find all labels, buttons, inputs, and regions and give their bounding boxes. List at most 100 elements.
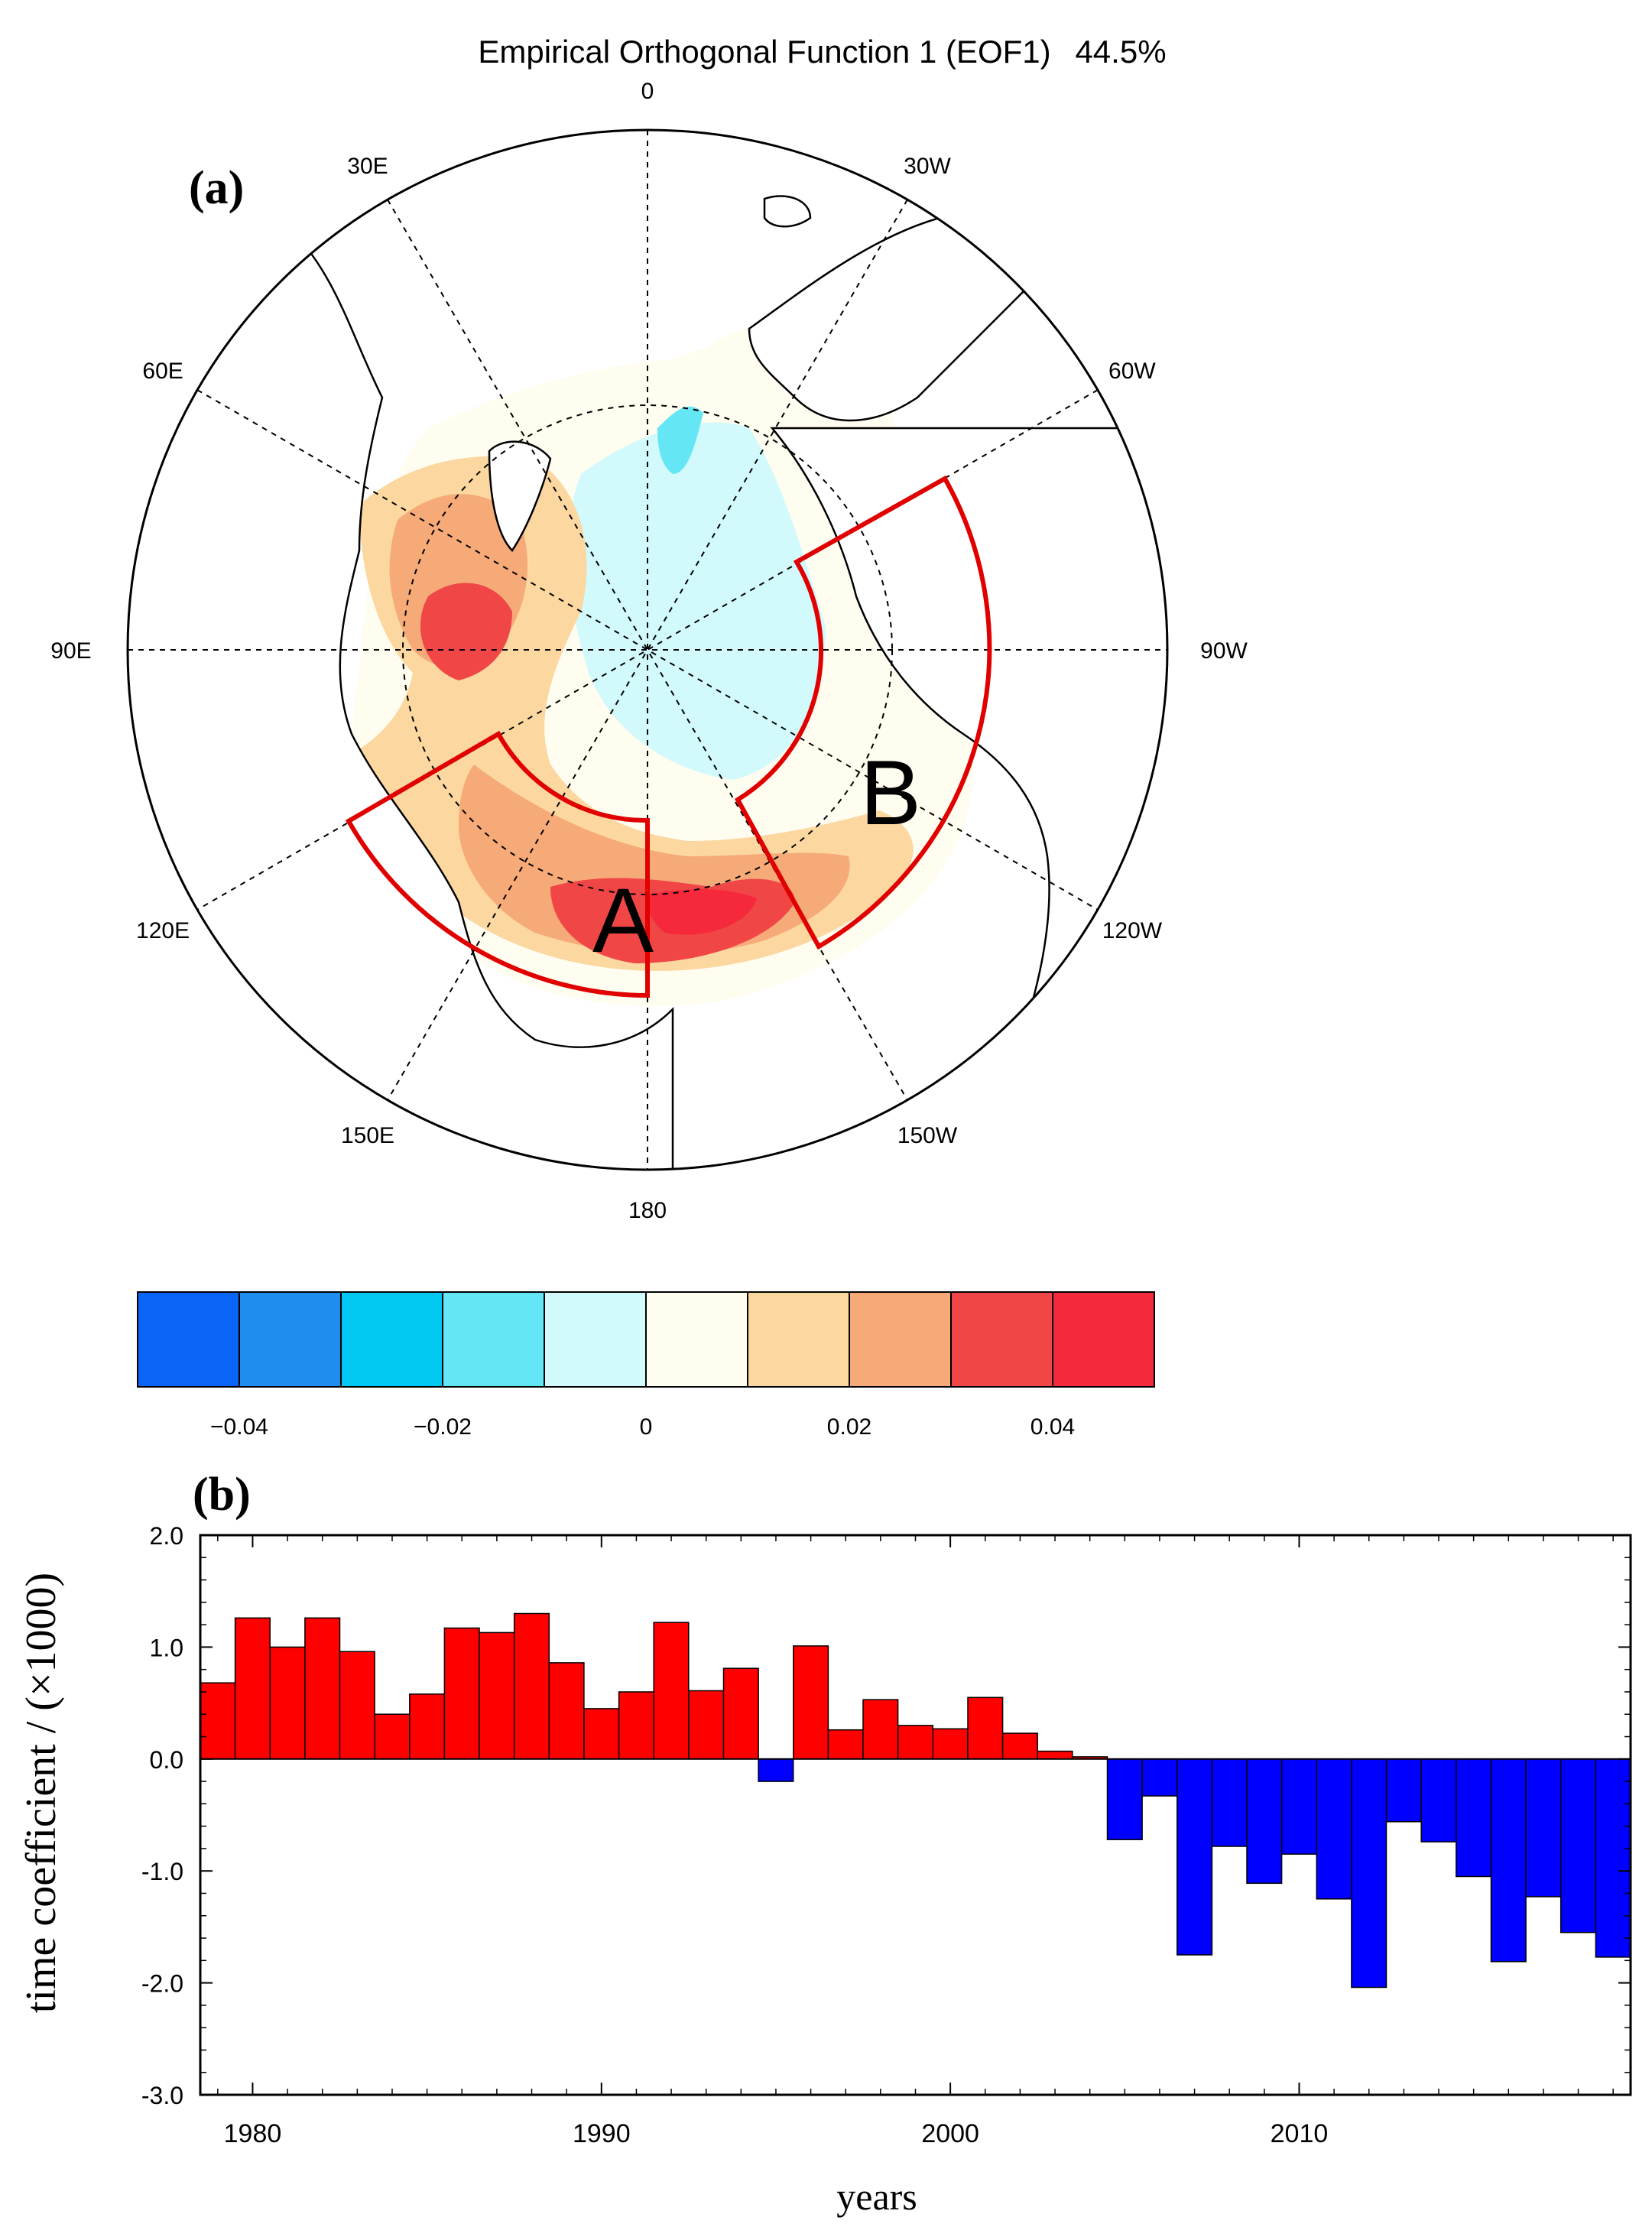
bar-2003 bbox=[1037, 1750, 1073, 1760]
y-tick-label: -1.0 bbox=[141, 1858, 183, 1885]
longitude-labels: 0 30W 60W 90W 120W 150W 180 150E 120E 90E 60E 30E bbox=[50, 79, 1248, 1223]
bar-1980 bbox=[234, 1617, 271, 1760]
bar-1990 bbox=[583, 1708, 620, 1760]
bar-2010 bbox=[1280, 1758, 1318, 1855]
x-tick-label: 1980 bbox=[224, 2119, 282, 2148]
meridian-60w-120e bbox=[196, 389, 1099, 911]
region-labels: AB bbox=[592, 742, 921, 972]
bar-1987 bbox=[479, 1631, 515, 1760]
bar-1992 bbox=[653, 1622, 690, 1760]
bar-2014 bbox=[1420, 1758, 1457, 1843]
bar-2000 bbox=[932, 1728, 969, 1760]
bar-2008 bbox=[1211, 1758, 1248, 1847]
colorbar-box bbox=[645, 1291, 748, 1388]
shading-cyan bbox=[657, 406, 703, 474]
bar-2009 bbox=[1246, 1758, 1283, 1885]
bar-1996 bbox=[793, 1645, 829, 1760]
lon-label-0: 0 bbox=[641, 79, 654, 104]
bar-1989 bbox=[548, 1662, 585, 1760]
bar-2015 bbox=[1456, 1758, 1492, 1878]
colorbar-box bbox=[442, 1291, 545, 1388]
lon-label-90e: 90E bbox=[50, 638, 91, 664]
bar-1983 bbox=[339, 1651, 375, 1760]
lon-label-150e: 150E bbox=[341, 1123, 394, 1148]
colorbar-tick-label: 0.02 bbox=[827, 1414, 871, 1440]
x-tick-label: 2010 bbox=[1271, 2119, 1329, 2148]
colorbar-box bbox=[747, 1291, 850, 1388]
bar-2019 bbox=[1595, 1758, 1631, 1958]
bar-1995 bbox=[758, 1758, 794, 1782]
colorbar-tick-label: 0.04 bbox=[1030, 1414, 1075, 1440]
bar-1984 bbox=[374, 1713, 411, 1760]
y-tick-label: -2.0 bbox=[141, 1970, 183, 1998]
colorbar-tick-label: −0.04 bbox=[210, 1414, 268, 1440]
x-tick-label: 2000 bbox=[921, 2119, 979, 2148]
bar-1981 bbox=[269, 1646, 306, 1760]
lon-label-30w: 30W bbox=[904, 154, 951, 179]
bar-2006 bbox=[1141, 1758, 1178, 1797]
bar-1991 bbox=[618, 1691, 654, 1760]
bar-2002 bbox=[1001, 1732, 1038, 1760]
shading-red-kara bbox=[420, 583, 512, 680]
y-axis-label: time coefficient / (×1000) bbox=[18, 1573, 65, 2013]
bars bbox=[200, 1612, 1631, 1989]
panel-b-label: (b) bbox=[193, 1469, 251, 1521]
shading-lightblue bbox=[566, 422, 826, 780]
y-tick-label: 2.0 bbox=[150, 1522, 183, 1550]
time-coefficient-panel: (b) 2.0 1.0 0.0 -1.0 -2.0 -3.0 1980 1990 2000 201… bbox=[18, 1469, 1632, 2218]
meridian-60e-120w bbox=[196, 389, 1099, 911]
colorbar-box bbox=[137, 1291, 240, 1388]
bar-2016 bbox=[1490, 1758, 1527, 1963]
bar-1979 bbox=[200, 1682, 236, 1760]
lon-label-60e: 60E bbox=[142, 359, 183, 384]
bar-1982 bbox=[304, 1617, 341, 1760]
panel-a-label: (a) bbox=[189, 162, 244, 214]
bar-2018 bbox=[1560, 1758, 1597, 1933]
meridian-30e-150w bbox=[387, 199, 908, 1101]
greenland-outline bbox=[748, 213, 1030, 422]
colorbar-box bbox=[544, 1291, 647, 1388]
variance-label: 44.5% bbox=[1075, 34, 1166, 70]
bar-1998 bbox=[862, 1699, 899, 1760]
bar-2017 bbox=[1525, 1758, 1562, 1898]
lon-label-150w: 150W bbox=[897, 1123, 958, 1148]
colorbar-tick-label: 0 bbox=[640, 1414, 653, 1440]
bar-1988 bbox=[513, 1612, 550, 1760]
shading-red-core bbox=[648, 889, 757, 935]
iceland-outline bbox=[763, 195, 812, 228]
novaya-zemlya-outline bbox=[488, 440, 552, 552]
y-tick-label: 0.0 bbox=[150, 1746, 183, 1774]
bar-1985 bbox=[409, 1693, 446, 1760]
bar-2012 bbox=[1351, 1758, 1387, 1989]
colorbar-box bbox=[950, 1291, 1053, 1388]
bar-1986 bbox=[443, 1627, 480, 1760]
lon-label-120w: 120W bbox=[1102, 918, 1163, 943]
region-a-box bbox=[345, 730, 650, 998]
graticule bbox=[128, 130, 1167, 1170]
figure-title: Empirical Orthogonal Function 1 (EOF1) bbox=[478, 34, 1050, 70]
y-tick-label: 1.0 bbox=[150, 1634, 183, 1661]
axes: 2.0 1.0 0.0 -1.0 -2.0 -3.0 1980 1990 2000 2010 bbox=[141, 1522, 1632, 2148]
x-tick-label: 1990 bbox=[573, 2119, 631, 2148]
colorbar-tick-label: −0.02 bbox=[414, 1414, 472, 1440]
bar-2005 bbox=[1106, 1758, 1143, 1840]
bar-1997 bbox=[827, 1729, 864, 1760]
colorbar-box bbox=[239, 1291, 342, 1388]
bar-1994 bbox=[722, 1667, 759, 1760]
lon-label-120e: 120E bbox=[136, 918, 190, 943]
region-b-box bbox=[734, 475, 992, 950]
region-label-a: A bbox=[592, 869, 654, 972]
meridian-30w-150e bbox=[387, 199, 908, 1101]
y-tick-label: -3.0 bbox=[141, 2082, 183, 2109]
bar-2013 bbox=[1385, 1758, 1422, 1823]
colorbar-box bbox=[1052, 1291, 1155, 1388]
lon-label-30e: 30E bbox=[347, 154, 388, 179]
lon-label-180: 180 bbox=[628, 1198, 667, 1223]
lon-label-60w: 60W bbox=[1108, 359, 1156, 384]
colorbar-box bbox=[849, 1291, 952, 1388]
map-boundary bbox=[126, 128, 1169, 1171]
eof-map-panel: 0 30W 60W 90W 120W 150W 180 150E 120E 90E 60E 30E A… bbox=[50, 79, 1248, 1223]
colorbar-box bbox=[340, 1291, 443, 1388]
bar-2011 bbox=[1316, 1758, 1352, 1900]
